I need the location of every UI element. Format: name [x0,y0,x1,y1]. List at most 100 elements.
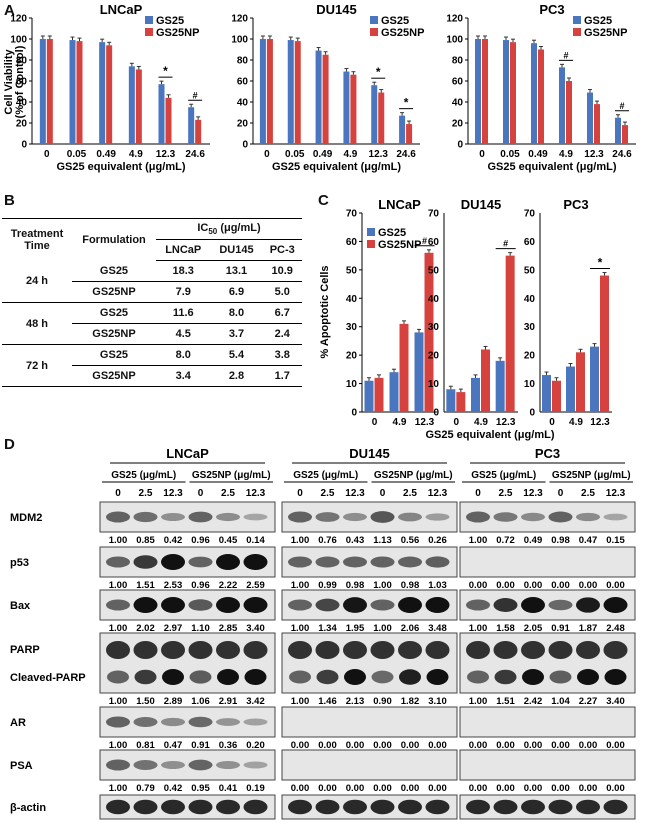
bar-gs25np [266,39,273,144]
y-axis-title-line: (% of Control) [14,45,26,118]
bar-gs25np [482,39,488,144]
x-tick-label: 12.3 [584,149,604,160]
bar-gs25np [594,104,600,144]
ic50-cell: 5.0 [262,281,302,303]
bar-gs25np [510,42,516,144]
ic50-cell: 2.4 [262,323,302,345]
x-tick-label: 0.49 [528,149,548,160]
bar-gs25 [399,115,406,144]
x-tick-label: 0 [264,149,270,160]
x-tick-label: 0.49 [313,149,333,160]
y-tick-label: 40 [452,98,464,109]
y-tick-label: 60 [16,77,28,88]
y-tick-label: 0 [242,140,248,151]
panel-label-b: B [4,192,15,209]
ic50-cell: 11.6 [156,302,211,324]
legend-entry: GS25NP [584,27,627,39]
ic50-cell: 18.3 [156,260,211,282]
y-tick-label: 100 [10,35,27,46]
x-tick-label: 12.3 [156,149,176,160]
y-tick-label: 20 [452,119,464,130]
formulation-cell: GS25 [72,344,156,366]
legend-swatch [573,28,581,36]
ic50-unit: (μg/mL) [220,221,261,234]
bar-gs25np [538,49,544,144]
legend-swatch [145,16,153,24]
y-tick-label: 100 [231,35,248,46]
time-72h: 72 h [2,344,72,387]
ic50-cell: 10.9 [262,260,302,282]
x-tick-label: 4.9 [129,149,143,160]
x-tick-label: 0 [479,149,485,160]
ic50-table: Treatment Time Formulation IC50 (μg/mL) … [2,218,302,387]
table-row: GS25NP 4.5 3.7 2.4 [2,323,302,345]
significance-marker: # [193,90,198,100]
ic50-cell: 3.7 [210,323,263,345]
x-tick-label: 12.3 [369,149,389,160]
time-24h: 24 h [2,260,72,303]
x-tick-label: 0.05 [285,149,305,160]
ic50-cell: 5.4 [210,344,263,366]
table-row: 48 h GS25 11.6 8.0 6.7 [2,302,302,345]
x-axis-title: GS25 equivalent (μg/mL) [272,161,401,173]
y-tick-label: 80 [452,56,464,67]
ic50-cell: 6.9 [210,281,263,303]
legend-swatch [573,16,581,24]
bar-gs25 [559,67,565,144]
formulation-cell: GS25 [72,302,156,324]
col-du145: DU145 [210,239,263,261]
y-axis-title-a: Cell Viability (% of Control) [3,45,26,118]
y-tick-label: 120 [231,14,248,25]
panel-label-c: C [318,192,329,209]
x-tick-label: 0.05 [500,149,520,160]
table-row: 72 h GS25 8.0 5.4 3.8 [2,344,302,387]
y-tick-label: 80 [237,56,249,67]
significance-marker: # [619,101,624,111]
ic50-cell: 6.7 [262,302,302,324]
bar-gs25 [39,39,46,144]
ic50-cell: 7.9 [156,281,211,303]
y-tick-label: 80 [16,56,28,67]
bar-gs25 [371,85,378,144]
header-ic50: IC50 (μg/mL) [156,218,302,240]
y-tick-label: 20 [16,119,28,130]
ic50-cell: 3.4 [156,365,211,387]
significance-marker: # [563,50,568,60]
bar-gs25np [294,41,301,144]
col-lncap: LNCaP [156,239,211,261]
y-tick-label: 20 [237,119,249,130]
table-row: GS25NP 7.9 6.9 5.0 [2,281,302,303]
significance-marker: * [163,64,168,78]
formulation-cell: GS25NP [72,323,156,345]
legend-swatch [370,28,378,36]
significance-marker: * [404,96,409,110]
time-48h: 48 h [2,302,72,345]
significance-marker: * [376,65,381,79]
bar-gs25 [99,42,106,144]
header-formulation: Formulation [72,218,156,261]
formulation-cell: GS25 [72,260,156,282]
ic50-cell: 3.8 [262,344,302,366]
x-axis-title: GS25 equivalent (μg/mL) [488,161,617,173]
ic50-cell: 8.0 [156,344,211,366]
bar-gs25 [158,84,165,144]
y-tick-label: 100 [446,35,463,46]
chart-title: PC3 [539,2,564,17]
ic50-cell: 13.1 [210,260,263,282]
bar-gs25 [343,71,350,144]
panel-label-a: A [4,2,15,19]
bar-gs25 [259,39,266,144]
x-tick-label: 24.6 [396,149,416,160]
y-tick-label: 40 [16,98,28,109]
legend-entry: GS25 [381,15,409,27]
x-tick-label: 24.6 [612,149,632,160]
bar-gs25np [322,54,329,144]
bar-gs25 [287,40,294,144]
bar-gs25np [46,39,53,144]
bar-gs25np [350,74,357,144]
y-tick-label: 120 [10,14,27,25]
y-tick-label: 40 [237,98,249,109]
header-treatment-time: Treatment Time [2,218,72,261]
x-tick-label: 0.05 [67,149,87,160]
bar-gs25np [378,92,385,144]
